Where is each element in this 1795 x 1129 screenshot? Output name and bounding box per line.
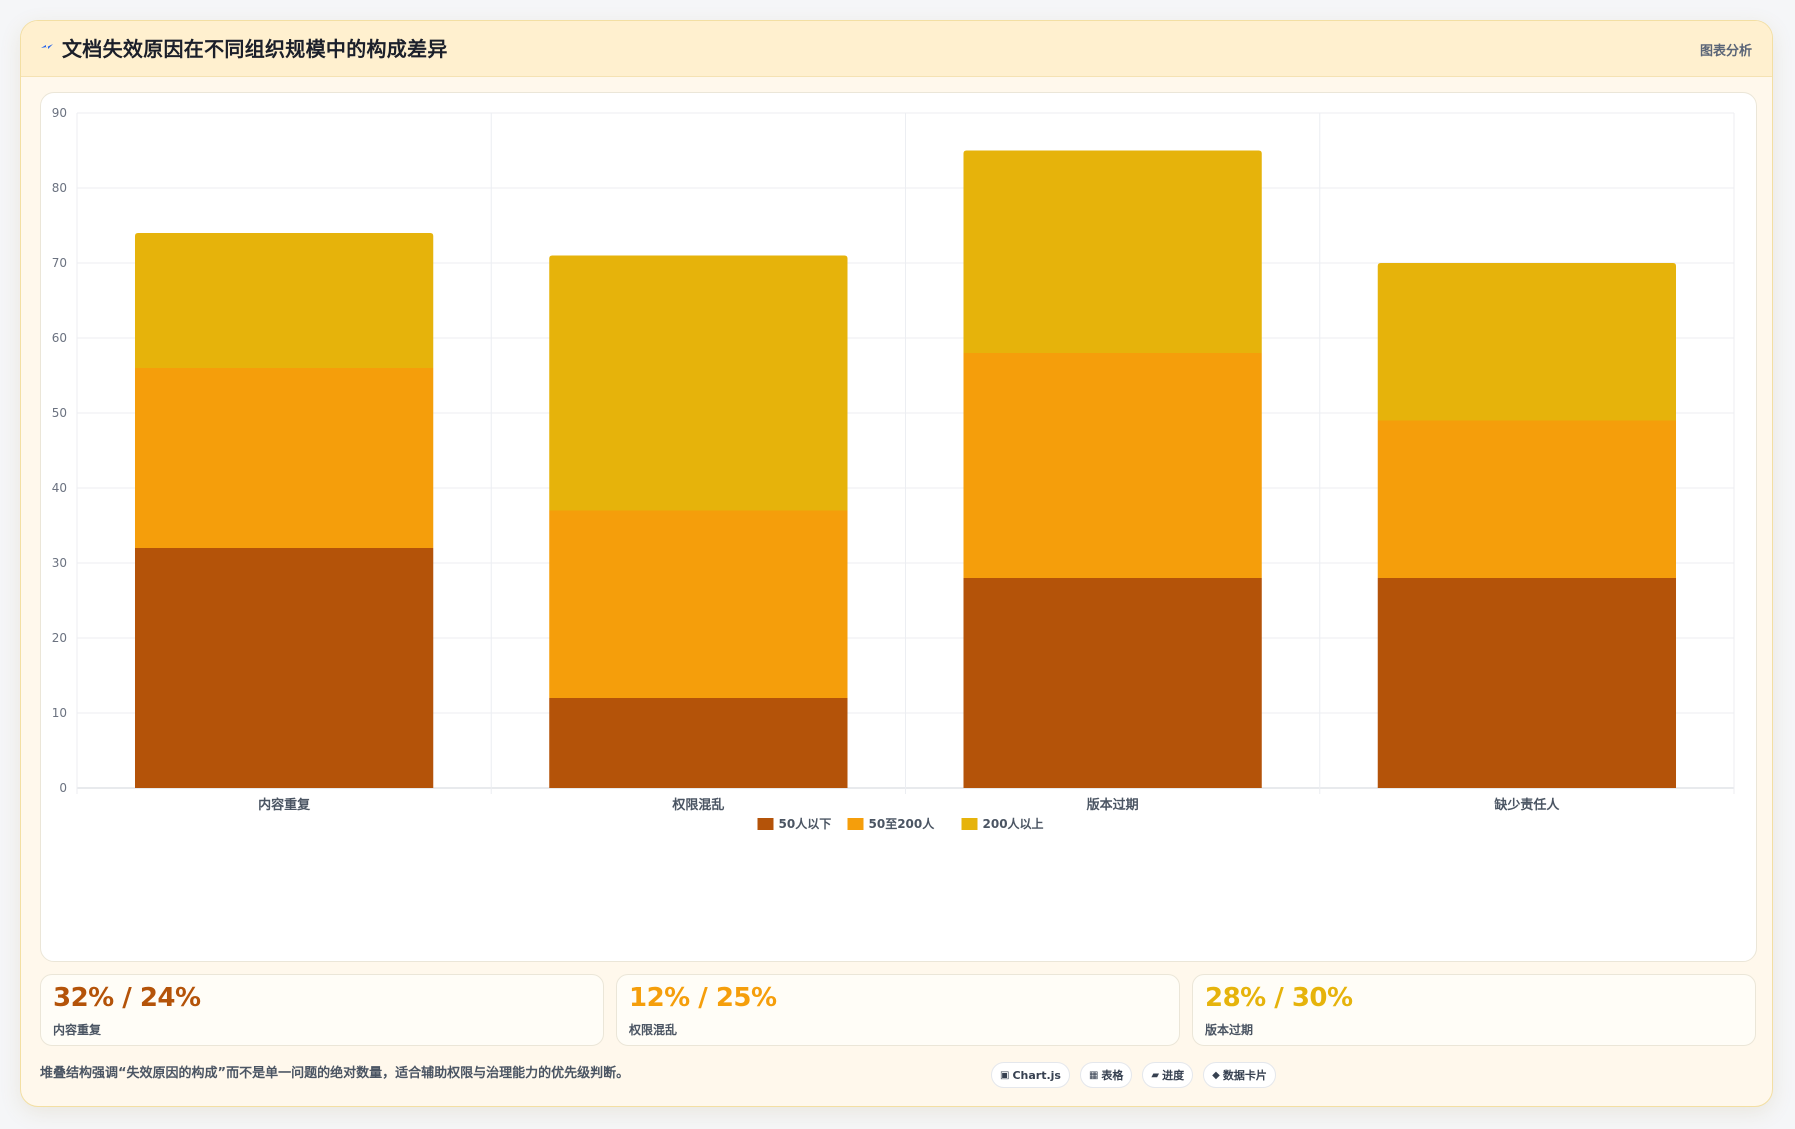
table-icon: ▦: [1088, 1069, 1099, 1081]
y-tick-label: 30: [52, 556, 67, 570]
y-tick-label: 10: [52, 706, 67, 720]
legend-label[interactable]: 50至200人: [869, 816, 936, 831]
bar-segment[interactable]: [549, 698, 848, 788]
chip-chartjs[interactable]: ▣ Chart.js: [991, 1062, 1070, 1088]
page-title: 文档失效原因在不同组织规模中的构成差异: [62, 37, 448, 61]
x-tick-label: 内容重复: [258, 797, 311, 813]
bar-segment[interactable]: [134, 233, 434, 368]
stat-label: 内容重复: [53, 1023, 102, 1037]
chart-card: 文档失效原因在不同组织规模中的构成差异 图表分析 0 10 20 30 40 50 60 70…: [20, 20, 1773, 1107]
stat-card-permission-chaos: 12% / 25% 权限混乱: [616, 974, 1180, 1046]
y-tick-label: 70: [52, 256, 67, 270]
footnote: 堆叠结构强调“失效原因的构成”而不是单一问题的绝对数量，适合辅助权限与治理能力的…: [40, 1066, 630, 1081]
stat-label: 权限混乱: [629, 1023, 678, 1037]
chip-table[interactable]: ▦ 表格: [1079, 1062, 1133, 1088]
chart-panel: 0 10 20 30 40 50 60 70 80 90 内容重复 权限混乱 版本过期 缺少责任人 50人…: [40, 92, 1757, 962]
lightning-icon: [41, 44, 53, 49]
chip-label: Chart.js: [1012, 1068, 1061, 1082]
bar-segment[interactable]: [1377, 263, 1677, 421]
bar-segment[interactable]: [963, 578, 1262, 788]
bar-segment[interactable]: [1377, 578, 1677, 788]
legend-swatch: [757, 818, 774, 830]
chip-label: 数据卡片: [1222, 1069, 1267, 1082]
card-header: 文档失效原因在不同组织规模中的构成差异 图表分析: [21, 21, 1772, 77]
chart-analysis-label[interactable]: 图表分析: [1699, 44, 1752, 59]
bar-segment[interactable]: [134, 548, 434, 788]
y-tick-label: 0: [59, 781, 67, 795]
legend-swatch: [961, 818, 978, 830]
chip-label: 表格: [1101, 1069, 1124, 1082]
y-tick-label: 90: [52, 106, 67, 120]
progress-icon: ▰: [1151, 1069, 1160, 1081]
y-tick-label: 60: [52, 331, 67, 345]
bar-segment[interactable]: [1377, 420, 1677, 579]
stat-value: 12% / 25%: [629, 983, 777, 1013]
bar-segment[interactable]: [963, 150, 1262, 354]
chip-data-card[interactable]: ◆ 数据卡片: [1203, 1062, 1276, 1088]
chip-list: ▣ Chart.js ▦ 表格 ▰ 进度 ◆ 数据卡片: [991, 1062, 1276, 1090]
y-tick-label: 40: [52, 481, 67, 495]
x-tick-label: 缺少责任人: [1493, 797, 1560, 813]
y-tick-label: 20: [52, 631, 67, 645]
bar-segment[interactable]: [963, 353, 1262, 578]
chart-icon: ▣: [1000, 1069, 1010, 1081]
stacked-bar-chart: 0 10 20 30 40 50 60 70 80 90 内容重复 权限混乱 版本过期 缺少责任人 50人…: [52, 106, 1735, 831]
legend-swatch: [847, 818, 864, 830]
legend-label[interactable]: 200人以上: [983, 816, 1044, 831]
x-tick-label: 版本过期: [1087, 797, 1139, 813]
stat-card-version-expired: 28% / 30% 版本过期: [1192, 974, 1756, 1046]
x-tick-label: 权限混乱: [671, 797, 724, 813]
y-tick-label: 50: [52, 406, 67, 420]
bar-segment[interactable]: [134, 368, 434, 548]
stat-card-content-duplicate: 32% / 24% 内容重复: [40, 974, 604, 1046]
chip-progress[interactable]: ▰ 进度: [1142, 1062, 1194, 1088]
bar-segment[interactable]: [549, 510, 848, 699]
legend-label[interactable]: 50人以下: [779, 816, 832, 831]
stat-value: 28% / 30%: [1205, 983, 1353, 1013]
diamond-icon: ◆: [1212, 1069, 1220, 1081]
y-tick-label: 80: [52, 181, 67, 195]
stat-value: 32% / 24%: [53, 983, 201, 1013]
chip-label: 进度: [1162, 1069, 1185, 1082]
bar-segment[interactable]: [549, 255, 848, 511]
stat-label: 版本过期: [1205, 1023, 1254, 1037]
